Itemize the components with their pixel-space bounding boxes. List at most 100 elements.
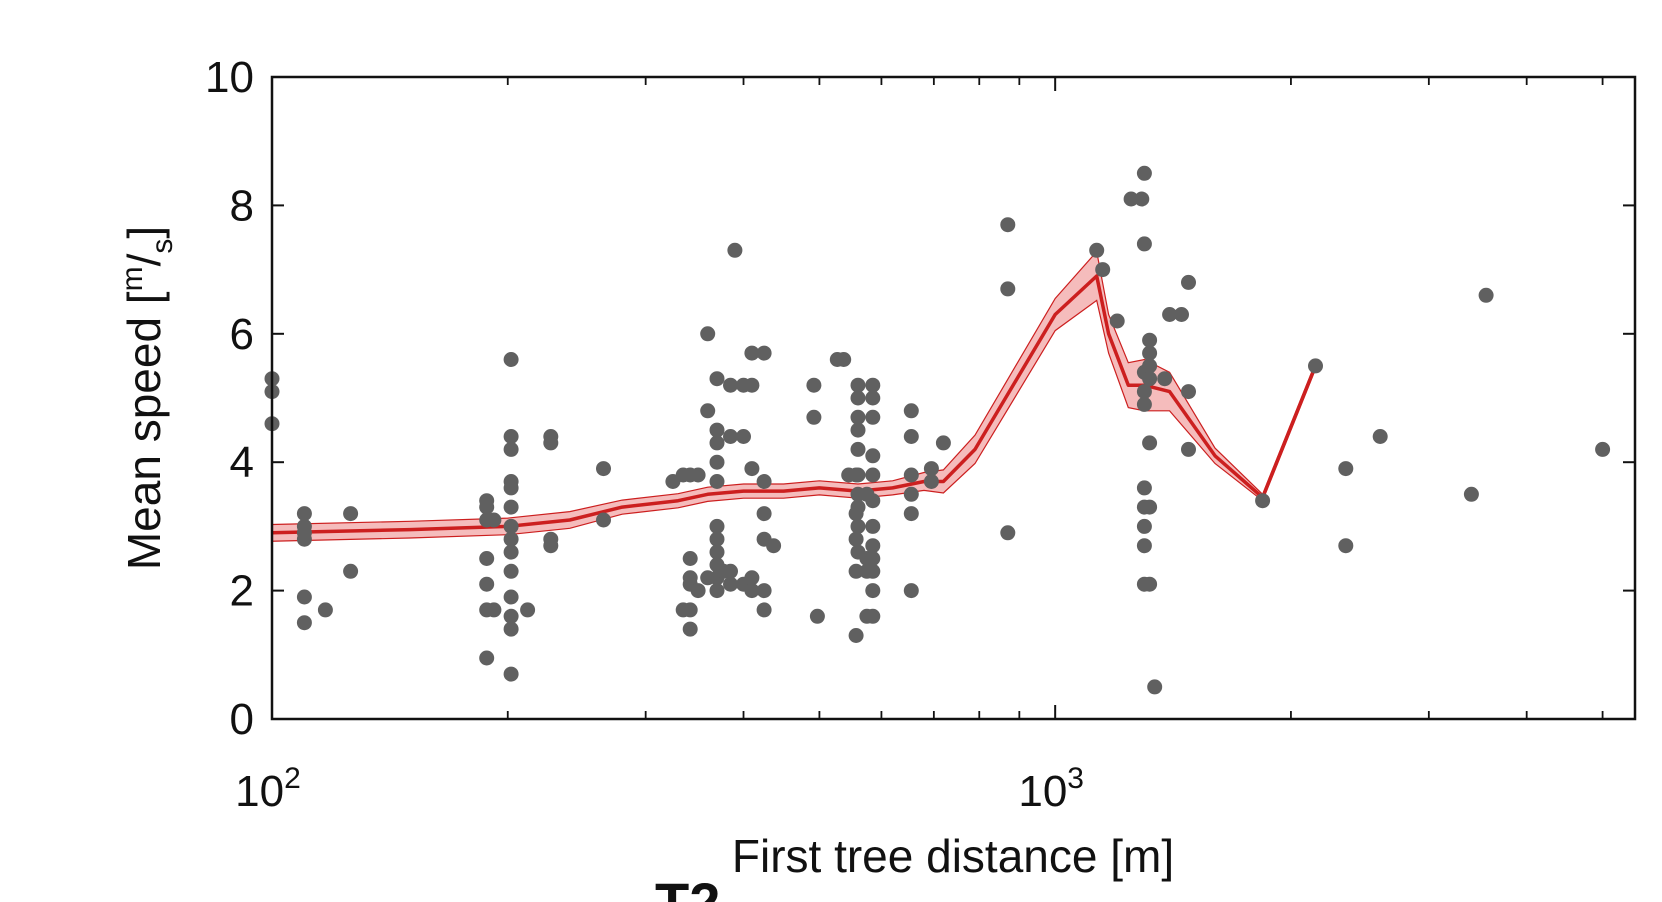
scatter-point <box>1095 262 1111 278</box>
scatter-point <box>503 589 519 605</box>
y-tick-label: 4 <box>230 438 254 487</box>
scatter-point <box>848 563 864 579</box>
scatter-point <box>503 518 519 534</box>
scatter-point <box>1338 461 1354 477</box>
scatter-point <box>865 538 881 554</box>
y-axis-title-sub: s <box>146 239 179 254</box>
scatter-point <box>479 499 495 515</box>
y-axis-title-close: ] <box>118 226 170 239</box>
x-tick-label: 103 <box>1018 762 1084 816</box>
scatter-point <box>806 409 822 425</box>
scatter-point <box>923 474 939 489</box>
scatter-point <box>503 441 519 457</box>
scatter-point <box>1136 396 1152 412</box>
confidence-band <box>271 250 1317 542</box>
scatter-point <box>596 461 611 477</box>
scatter-point <box>1174 307 1189 322</box>
scatter-point <box>543 435 559 451</box>
scatter-point <box>1136 518 1152 534</box>
scatter-point <box>709 531 725 547</box>
scatter-point <box>1162 307 1178 322</box>
scatter-point <box>1136 165 1152 181</box>
scatter-point <box>296 531 312 547</box>
scatter-point <box>850 467 866 483</box>
scatter-point <box>1181 441 1196 457</box>
scatter-point <box>756 474 772 489</box>
y-axis-title-sup: m <box>116 266 149 291</box>
scatter-point <box>850 390 866 406</box>
scatter-point <box>709 518 725 534</box>
scatter-point <box>1000 217 1016 233</box>
scatter-point <box>865 467 881 483</box>
scatter-point <box>503 429 519 444</box>
scatter-point <box>903 506 919 522</box>
y-tick-label: 8 <box>230 181 254 230</box>
scatter-point <box>1478 287 1494 303</box>
scatter-point <box>700 326 716 342</box>
scatter-point <box>343 506 359 522</box>
scatter-point <box>723 429 738 444</box>
scatter-point <box>848 628 864 643</box>
scatter-point <box>1000 281 1016 297</box>
scatter-point <box>903 429 919 444</box>
scatter-point <box>682 602 698 618</box>
scatter-point <box>744 345 760 361</box>
scatter-point <box>709 435 725 451</box>
scatter-point <box>709 474 725 489</box>
scatter-point <box>503 544 519 560</box>
scatter-point <box>486 512 502 528</box>
scatter-point <box>1136 480 1152 496</box>
scatter-point <box>1142 371 1158 387</box>
scatter-point <box>296 589 312 605</box>
scatter-point <box>903 583 919 599</box>
axis-ticks <box>271 76 1635 720</box>
scatter-point <box>1089 242 1105 258</box>
scatter-point <box>836 352 852 367</box>
scatter-point <box>709 583 725 599</box>
scatter-point <box>709 544 725 560</box>
scatter-point <box>503 563 519 579</box>
scatter-point <box>756 583 772 599</box>
scatter-point <box>682 621 698 637</box>
scatter-point <box>1109 313 1125 329</box>
scatter-point <box>1372 429 1388 444</box>
y-tick-label: 2 <box>230 567 254 616</box>
scatter-point <box>479 576 495 592</box>
y-tick-label: 0 <box>230 695 254 744</box>
scatter-point <box>1255 493 1271 509</box>
scatter-point <box>690 583 706 599</box>
scatter-point <box>1134 191 1150 207</box>
scatter-point <box>723 576 738 592</box>
scatter-point <box>479 551 495 566</box>
scatter-point <box>865 448 881 464</box>
plot-area-frame <box>270 75 1637 721</box>
y-axis-title: Mean speed [m/s] <box>116 226 179 570</box>
scatter-point <box>744 583 760 599</box>
scatter-point <box>935 435 951 451</box>
scatter-point <box>1147 679 1163 695</box>
scatter-point <box>1181 274 1196 290</box>
scatter-point <box>709 371 725 387</box>
scatter-point <box>709 422 725 438</box>
scatter-point <box>343 563 359 579</box>
scatter-point <box>1142 345 1158 361</box>
scatter-point <box>744 461 760 477</box>
scatter-point <box>723 563 738 579</box>
scatter-point <box>1181 384 1196 400</box>
scatter-point <box>1338 538 1354 554</box>
scatter-point <box>756 602 772 618</box>
scatter-point <box>503 666 519 682</box>
scatter-point <box>503 621 519 637</box>
scatter-point <box>850 377 866 393</box>
scatter-point <box>850 441 866 457</box>
cropped-caption-label: T2 <box>655 871 720 902</box>
scatter-point <box>850 422 866 438</box>
scatter-point <box>317 602 333 618</box>
scatter-point <box>503 531 519 547</box>
scatter-point <box>1142 435 1158 451</box>
scatter-point <box>1308 358 1323 374</box>
scatter-point <box>690 467 706 483</box>
x-axis-title: First tree distance [m] <box>732 830 1174 882</box>
y-tick-label: 10 <box>205 53 254 102</box>
scatter-point <box>1123 191 1139 207</box>
